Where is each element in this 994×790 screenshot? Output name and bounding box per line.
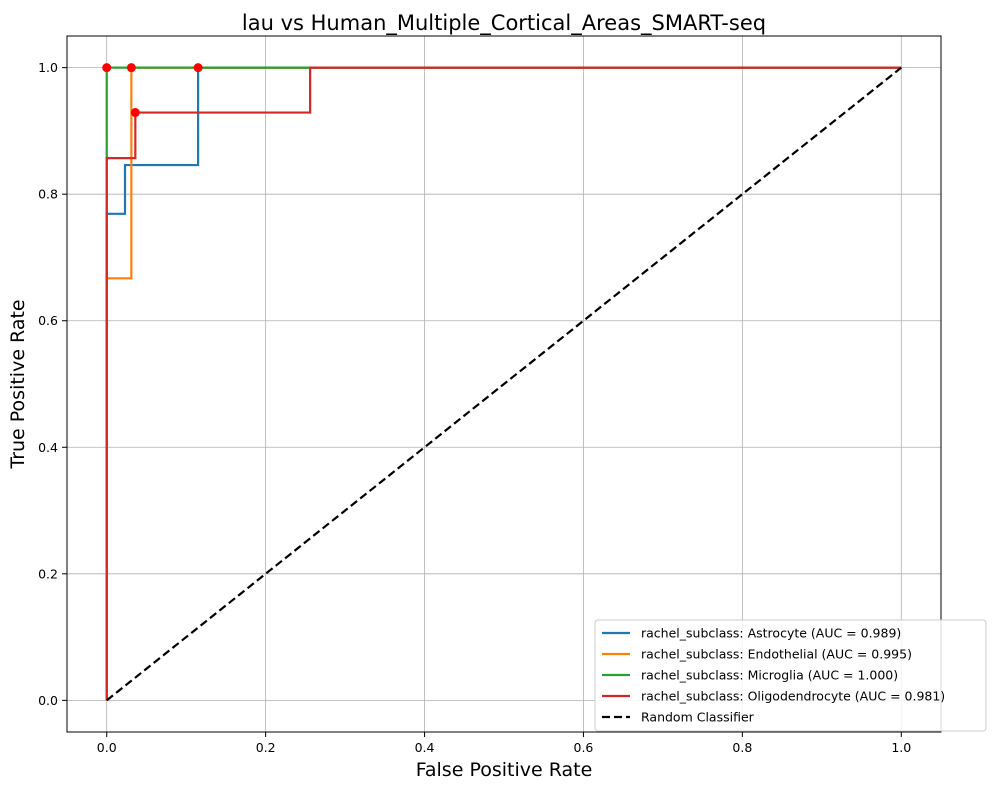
x-tick-label: 0.2 — [256, 740, 276, 755]
legend-entry-label: rachel_subclass: Oligodendrocyte (AUC = … — [641, 689, 945, 704]
threshold-marker — [130, 108, 140, 118]
plot-frame — [66, 35, 942, 733]
x-tick-label: 1.0 — [891, 740, 911, 755]
x-tick-label: 0.4 — [415, 740, 435, 755]
x-tick-label: 0.6 — [574, 740, 594, 755]
series-line-4 — [106, 66, 902, 702]
y-tick-label: 0.0 — [38, 693, 58, 708]
legend: rachel_subclass: Astrocyte (AUC = 0.989)… — [594, 619, 987, 732]
series-layer — [105, 66, 902, 702]
y-tick-label: 0.4 — [38, 440, 58, 455]
chart-title: lau vs Human_Multiple_Cortical_Areas_SMA… — [242, 11, 766, 36]
x-axis-label: False Positive Rate — [416, 759, 593, 781]
y-tick-label: 0.8 — [38, 187, 58, 202]
threshold-marker — [102, 63, 112, 73]
legend-box — [594, 619, 987, 732]
legend-entry-label: rachel_subclass: Endothelial (AUC = 0.99… — [641, 647, 912, 662]
legend-entry-label: rachel_subclass: Microglia (AUC = 1.000) — [641, 668, 898, 683]
y-axis-label: True Positive Rate — [7, 299, 29, 469]
marker-layer — [102, 63, 203, 118]
threshold-marker — [193, 63, 203, 73]
legend-entry-label: Random Classifier — [641, 710, 755, 725]
y-tick-label: 0.2 — [38, 566, 58, 581]
y-tick-label: 1.0 — [38, 60, 58, 75]
legend-entry-label: rachel_subclass: Astrocyte (AUC = 0.989) — [641, 626, 901, 641]
threshold-marker — [126, 63, 136, 73]
x-tick-label: 0.8 — [732, 740, 752, 755]
y-tick-label: 0.6 — [38, 313, 58, 328]
x-tick-label: 0.0 — [97, 740, 117, 755]
axis-ticks: 0.0 0.2 0.4 0.6 0.8 1.0 0.0 0.2 0.4 0.6 0.8 1.0 — [38, 60, 911, 755]
